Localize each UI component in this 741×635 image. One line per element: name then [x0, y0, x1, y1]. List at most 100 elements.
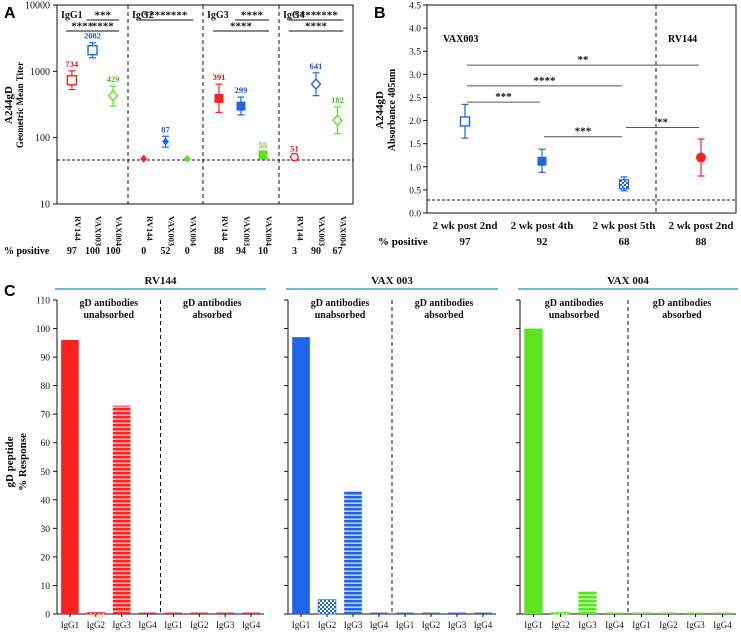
- panel-a-value-label: 391: [213, 72, 226, 82]
- panel-b-frame: [426, 4, 737, 214]
- panel-a-pct-value: 0: [185, 246, 190, 257]
- panel-c-x-label: IgG4: [370, 620, 389, 630]
- panel-b-point: [459, 116, 471, 127]
- panel-c-bar: [370, 612, 388, 614]
- panel-a-pct-value: 0: [141, 246, 146, 257]
- panel-c-x-label: IgG3: [578, 620, 597, 630]
- panel-c-sub-label: gD antibodies: [415, 298, 474, 309]
- panel-a-sig-stars: ****: [294, 10, 317, 22]
- panel-c-sub-label: unabsorbed: [83, 310, 134, 321]
- panel-c-x-label: IgG2: [551, 620, 570, 630]
- panel-b-x-label: 2 wk post 5th: [593, 220, 656, 232]
- panel-a-pct-value: 94: [236, 246, 246, 257]
- panel-a-value-label: 734: [66, 59, 80, 69]
- panel-c-x-label: IgG4: [242, 620, 261, 630]
- panel-a-ytick-label: 1000: [30, 67, 50, 78]
- panel-letter-b: B: [374, 5, 386, 22]
- panel-c-bar: [524, 328, 543, 614]
- panel-c-x-label: IgG1: [396, 620, 415, 630]
- panel-c-sub-label: gD antibodies: [653, 298, 712, 309]
- panel-a-sig-stars: ****: [305, 21, 328, 33]
- panel-a-pct-value: 97: [67, 246, 77, 257]
- panel-a-x-label: VAX004: [114, 216, 124, 247]
- panel-a-x-label: VAX004: [264, 216, 274, 247]
- panel-a-value-label: 87: [161, 124, 170, 134]
- panel-a-pct-value: 67: [332, 246, 342, 257]
- panel-a-value-label: 2082: [84, 31, 101, 41]
- panel-a-point: [236, 101, 246, 111]
- panel-a-value-label: 51: [290, 143, 299, 153]
- panel-a-point: [214, 93, 224, 103]
- panel-a-value-label: 182: [331, 95, 344, 105]
- panel-c-bar: [190, 612, 209, 614]
- panel-a-x-label: VAX003: [167, 216, 177, 246]
- panel-b-point: [537, 156, 547, 166]
- panel-a-pct-value: 90: [311, 246, 321, 257]
- panel-c-x-label: IgG2: [87, 620, 106, 630]
- panel-c-bar: [317, 599, 337, 615]
- panel-b-section-rv144: RV144: [668, 34, 697, 45]
- panel-c-bar: [292, 337, 310, 614]
- panel-c-x-label: IgG4: [713, 620, 732, 630]
- panel-c-bar: [164, 612, 183, 614]
- panel-b-sig-stars: ****: [534, 75, 557, 87]
- panel-b-sig-stars: **: [578, 54, 590, 66]
- panel-a-frame: [56, 4, 354, 205]
- panel-c-sub-label: absorbed: [662, 310, 702, 321]
- panel-c-x-label: IgG2: [190, 620, 209, 630]
- panel-c-bar: [448, 612, 466, 614]
- panel-a-pct-value: 100: [106, 246, 121, 257]
- panel-b-ytick-label: 2.5: [409, 94, 421, 104]
- panel-c-bar: [578, 591, 597, 614]
- panel-a-pct-value: 52: [161, 246, 171, 257]
- panel-a-point: [332, 114, 343, 127]
- panel-a-pct-label: % positive: [4, 246, 50, 257]
- panel-c-sub-label: unabsorbed: [549, 310, 600, 321]
- panel-c-x-label: IgG2: [422, 620, 441, 630]
- panel-c-bar: [138, 612, 157, 614]
- panel-c-bar: [686, 612, 705, 614]
- panel-a-x-label: VAX004: [338, 216, 348, 247]
- panel-c-sub-label: gD antibodies: [311, 298, 370, 309]
- panel-c-sub-label: absorbed: [193, 310, 233, 321]
- panel-c-ylabel-line2: % Response: [17, 433, 29, 491]
- panel-b-pct-value: 68: [619, 236, 631, 248]
- panel-c-ytick-label: 40: [41, 496, 51, 506]
- panel-b-point: [618, 179, 630, 190]
- panel-c-sub-label: gD antibodies: [183, 298, 242, 309]
- panel-letter-c: C: [4, 283, 16, 300]
- panel-b-x-label: 2 wk post 2nd: [668, 220, 733, 232]
- panel-c-ytick-label: 100: [36, 325, 51, 335]
- panel-c-x-label: IgG3: [448, 620, 467, 630]
- panel-c-x-label: IgG1: [524, 620, 543, 630]
- panel-c-sub-label: gD antibodies: [79, 298, 138, 309]
- panel-a-x-label: VAX003: [317, 216, 327, 246]
- panel-a-pct-value: 3: [292, 246, 297, 257]
- panel-c-x-label: IgG1: [164, 620, 183, 630]
- panel-b-pct-value: 97: [460, 236, 472, 248]
- panel-a-ytick-label: 10: [40, 200, 50, 211]
- panel-a-group-title: IgG3: [207, 10, 229, 21]
- panel-a-pct-value: 10: [258, 246, 268, 257]
- panel-a-ytick-label: 100: [35, 133, 50, 144]
- panel-a-group-title: IgG1: [61, 10, 83, 21]
- panel-b-ytick-label: 3.5: [409, 48, 421, 58]
- panel-c-ytick-label: 70: [41, 411, 51, 421]
- panel-b-ytick-label: 4.5: [409, 2, 421, 12]
- panel-c-bar: [659, 612, 678, 614]
- panel-a-point: [289, 152, 300, 162]
- panel-c-x-label: IgG4: [605, 620, 624, 630]
- panel-c-group-title: RV144: [144, 275, 177, 287]
- panel-c-bar: [632, 612, 651, 614]
- panel-a-point: [87, 45, 98, 56]
- panel-c-ytick-label: 20: [41, 553, 51, 563]
- panel-a-ylabel-line2: Geometric Mean Titer: [15, 62, 25, 148]
- panel-c-ytick-label: 0: [45, 611, 50, 621]
- panel-c-ytick-label: 60: [41, 439, 51, 449]
- panel-a-x-label: RV144: [145, 216, 155, 241]
- panel-c-ytick-label: 30: [41, 525, 51, 535]
- panel-c-x-label: IgG2: [318, 620, 337, 630]
- panel-c-x-label: IgG3: [686, 620, 705, 630]
- panel-a-point: [66, 75, 78, 86]
- panel-b-x-label: 2 wk post 4th: [511, 220, 574, 232]
